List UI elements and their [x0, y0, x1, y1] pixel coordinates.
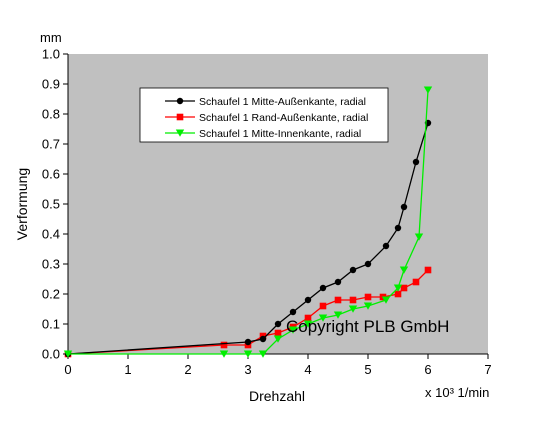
legend: Schaufel 1 Mitte-Außenkante, radial Schau… — [139, 87, 389, 143]
data-point — [364, 293, 372, 301]
data-point — [273, 335, 283, 343]
x-tick-label: 1 — [124, 362, 131, 377]
tick-labels: 0.0 0.1 0.2 0.3 0.4 0.5 0.6 0.7 0.8 0.9 1.0 0 1 2 3 4 5 6… — [42, 47, 492, 378]
data-point — [63, 350, 73, 358]
legend-marker — [176, 97, 184, 105]
data-point — [412, 278, 420, 286]
y-unit-label: mm — [40, 30, 62, 45]
data-point — [244, 338, 252, 346]
x-tick-label: 2 — [184, 362, 191, 377]
data-point — [348, 305, 358, 313]
data-point — [394, 224, 402, 232]
data-point — [303, 320, 313, 328]
data-point — [424, 266, 432, 274]
x-tick-label: 4 — [304, 362, 311, 377]
data-point — [400, 203, 408, 211]
data-point — [349, 266, 357, 274]
y-tick-label: 1.0 — [42, 47, 60, 62]
data-point — [333, 311, 343, 319]
data-point — [259, 335, 267, 343]
legend-item: Schaufel 1 Mitte-Außenkante, radial — [165, 96, 366, 108]
data-point — [274, 320, 282, 328]
data-point — [258, 350, 268, 358]
series-line — [68, 89, 429, 355]
x-axis-label: Drehzahl — [249, 388, 305, 404]
data-point — [288, 326, 298, 334]
data-point — [319, 284, 327, 292]
y-tick-label: 0.2 — [42, 287, 60, 302]
data-point — [349, 296, 357, 304]
x-unit-label: x 10³ 1/min — [425, 385, 489, 400]
series-layer — [63, 86, 433, 358]
y-tick-label: 0.7 — [42, 137, 60, 152]
series-3 — [63, 86, 433, 358]
x-tick-label: 3 — [244, 362, 251, 377]
data-point — [412, 158, 420, 166]
y-tick-label: 0.6 — [42, 167, 60, 182]
y-axis-label: Verformung — [14, 168, 30, 240]
legend-label: Schaufel 1 Mitte-Außenkante, radial — [199, 96, 366, 108]
x-tick-label: 0 — [64, 362, 71, 377]
y-tick-label: 0.8 — [42, 107, 60, 122]
x-tick-label: 5 — [364, 362, 371, 377]
y-tick-label: 0.5 — [42, 197, 60, 212]
legend-marker — [176, 113, 184, 121]
data-point — [334, 278, 342, 286]
legend-label: Schaufel 1 Mitte-Innenkante, radial — [199, 128, 361, 140]
data-point — [381, 296, 391, 304]
data-point — [318, 314, 328, 322]
data-point — [382, 242, 390, 250]
data-point — [289, 308, 297, 316]
data-point — [220, 341, 228, 349]
data-point — [334, 296, 342, 304]
y-tick-label: 0.3 — [42, 257, 60, 272]
data-point — [304, 314, 312, 322]
data-point — [304, 296, 312, 304]
data-point — [219, 350, 229, 358]
data-point — [363, 302, 373, 310]
legend-item: Schaufel 1 Mitte-Innenkante, radial — [165, 128, 361, 140]
data-point — [243, 350, 253, 358]
legend-marker — [175, 129, 185, 137]
data-point — [319, 302, 327, 310]
x-tick-label: 6 — [424, 362, 431, 377]
y-tick-label: 0.9 — [42, 77, 60, 92]
legend-label: Schaufel 1 Rand-Außenkante, radial — [199, 112, 368, 124]
legend-item: Schaufel 1 Rand-Außenkante, radial — [165, 112, 368, 124]
data-point — [399, 266, 409, 274]
copyright-annotation: Copyright PLB GmbH — [286, 317, 449, 336]
x-tick-label: 7 — [484, 362, 491, 377]
y-tick-label: 0.4 — [42, 227, 60, 242]
y-tick-label: 0.1 — [42, 317, 60, 332]
y-tick-label: 0.0 — [42, 347, 60, 362]
data-point — [400, 284, 408, 292]
data-point — [274, 329, 282, 337]
data-point — [414, 233, 424, 241]
data-point — [423, 86, 433, 94]
data-point — [364, 260, 372, 268]
data-point — [394, 290, 402, 298]
data-point — [393, 284, 403, 292]
